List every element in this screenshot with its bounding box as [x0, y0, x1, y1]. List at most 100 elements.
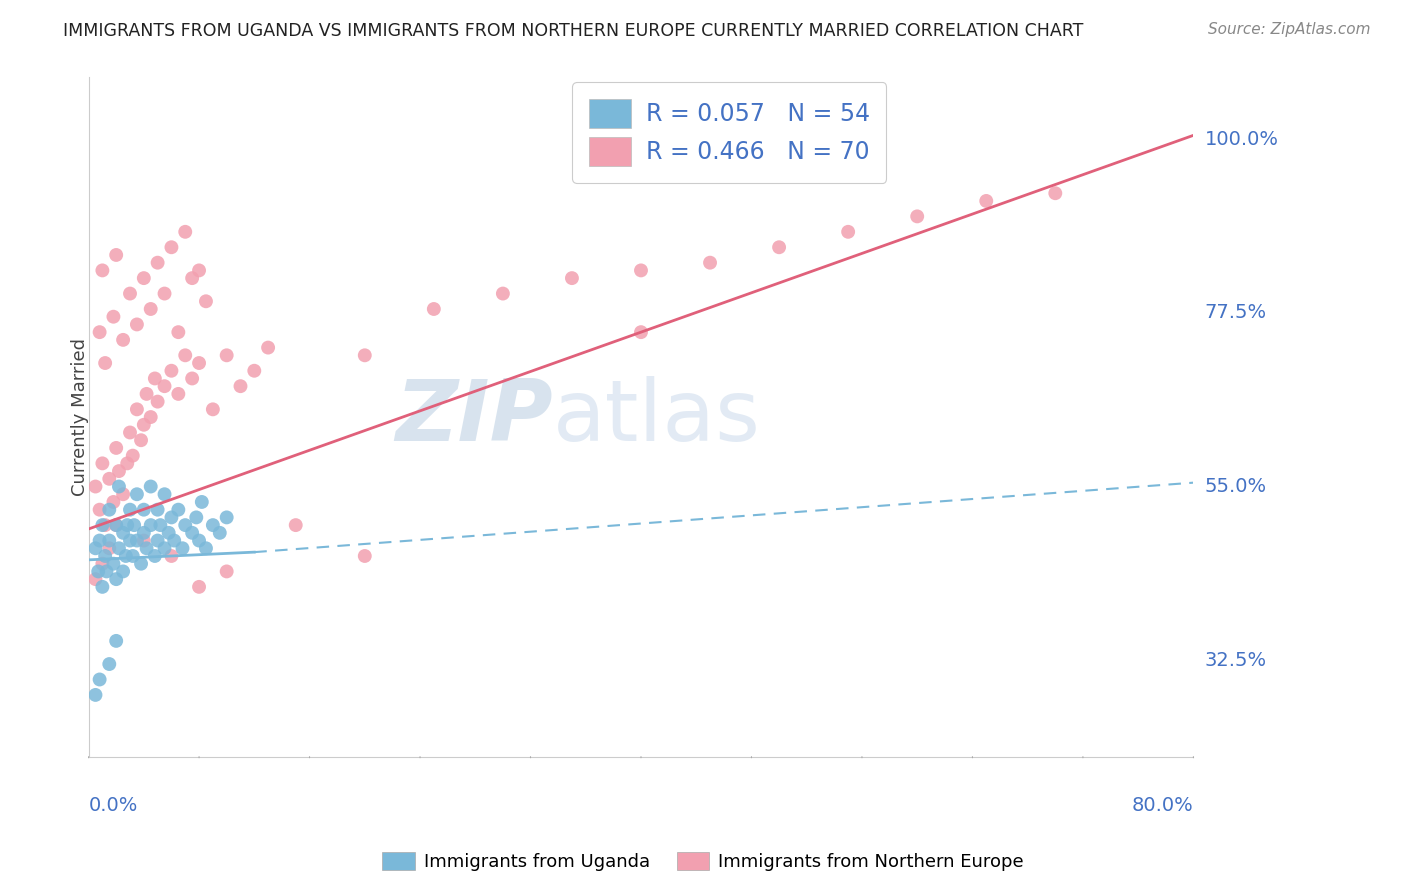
Point — [201, 518, 224, 533]
Y-axis label: Currently Married: Currently Married — [72, 338, 89, 496]
Point — [98, 533, 121, 548]
Point — [135, 387, 157, 401]
Point — [181, 525, 204, 540]
Point — [115, 549, 138, 563]
Point — [194, 294, 217, 309]
Point — [153, 379, 176, 393]
Point — [353, 549, 375, 563]
Point — [174, 225, 197, 239]
Point — [122, 518, 145, 533]
Point — [139, 479, 162, 493]
Point — [353, 348, 375, 362]
Point — [174, 518, 197, 533]
Point — [96, 565, 118, 579]
Point — [146, 394, 169, 409]
Point — [905, 210, 928, 224]
Point — [149, 518, 172, 533]
Point — [561, 271, 583, 285]
Point — [699, 255, 721, 269]
Point — [125, 533, 148, 548]
Point — [146, 255, 169, 269]
Point — [103, 557, 125, 571]
Point — [121, 549, 143, 563]
Point — [94, 549, 117, 563]
Point — [135, 541, 157, 556]
Point — [208, 525, 231, 540]
Point — [188, 356, 211, 370]
Point — [153, 541, 176, 556]
Point — [163, 533, 186, 548]
Point — [112, 333, 135, 347]
Point — [84, 688, 107, 702]
Point — [229, 379, 252, 393]
Point — [89, 533, 111, 548]
Point — [98, 472, 121, 486]
Point — [194, 541, 217, 556]
Point — [139, 301, 162, 316]
Point — [139, 410, 162, 425]
Text: IMMIGRANTS FROM UGANDA VS IMMIGRANTS FROM NORTHERN EUROPE CURRENTLY MARRIED CORR: IMMIGRANTS FROM UGANDA VS IMMIGRANTS FRO… — [63, 22, 1084, 40]
Point — [167, 325, 190, 339]
Point — [974, 194, 997, 208]
Point — [1045, 186, 1067, 201]
Point — [125, 487, 148, 501]
Point — [94, 518, 117, 533]
Point — [98, 541, 121, 556]
Point — [84, 479, 107, 493]
Point — [160, 240, 183, 254]
Point — [103, 495, 125, 509]
Point — [492, 286, 515, 301]
Point — [89, 502, 111, 516]
Point — [284, 518, 307, 533]
Point — [118, 533, 141, 548]
Point — [837, 225, 859, 239]
Point — [181, 371, 204, 385]
Point — [129, 557, 152, 571]
Point — [94, 356, 117, 370]
Point — [768, 240, 790, 254]
Point — [132, 533, 155, 548]
Point — [132, 417, 155, 432]
Point — [112, 487, 135, 501]
Text: 80.0%: 80.0% — [1132, 796, 1194, 814]
Point — [215, 510, 238, 524]
Point — [143, 371, 166, 385]
Point — [174, 348, 197, 362]
Point — [103, 310, 125, 324]
Point — [125, 318, 148, 332]
Point — [188, 533, 211, 548]
Point — [91, 518, 114, 533]
Text: atlas: atlas — [553, 376, 761, 458]
Point — [423, 301, 446, 316]
Point — [84, 541, 107, 556]
Text: ZIP: ZIP — [395, 376, 553, 458]
Point — [89, 325, 111, 339]
Text: 0.0%: 0.0% — [89, 796, 138, 814]
Point — [108, 541, 131, 556]
Point — [630, 263, 652, 277]
Point — [146, 502, 169, 516]
Text: Source: ZipAtlas.com: Source: ZipAtlas.com — [1208, 22, 1371, 37]
Point — [125, 402, 148, 417]
Point — [91, 557, 114, 571]
Point — [89, 673, 111, 687]
Point — [153, 487, 176, 501]
Point — [91, 263, 114, 277]
Legend: R = 0.057   N = 54, R = 0.466   N = 70: R = 0.057 N = 54, R = 0.466 N = 70 — [572, 82, 886, 183]
Text: 100.0%: 100.0% — [1205, 129, 1278, 149]
Point — [215, 348, 238, 362]
Point — [115, 518, 138, 533]
Point — [91, 456, 114, 470]
Text: 77.5%: 77.5% — [1205, 303, 1267, 322]
Point — [167, 502, 190, 516]
Point — [108, 464, 131, 478]
Point — [115, 456, 138, 470]
Point — [118, 425, 141, 440]
Point — [98, 502, 121, 516]
Point — [157, 525, 180, 540]
Point — [201, 402, 224, 417]
Point — [153, 286, 176, 301]
Point — [160, 549, 183, 563]
Point — [105, 633, 128, 648]
Point — [188, 263, 211, 277]
